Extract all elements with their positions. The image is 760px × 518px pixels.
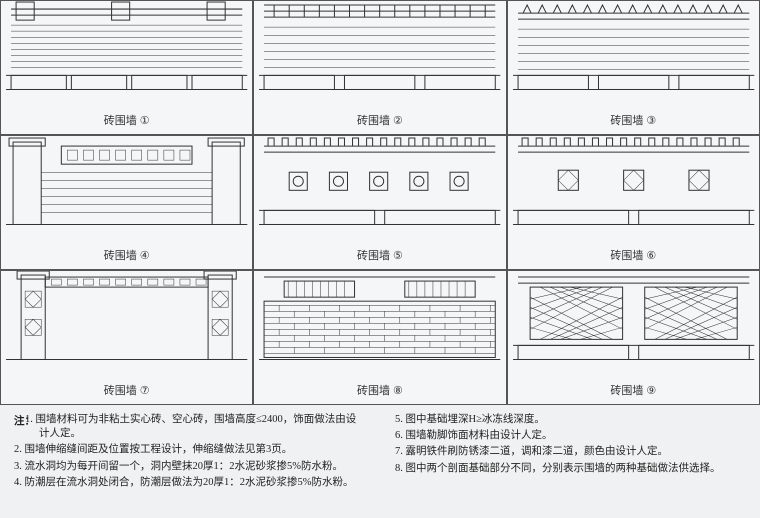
wall-cell-6: 砖围墙 ⑥: [507, 135, 760, 270]
wall-drawing-8: [254, 270, 505, 378]
wall-cell-5: 砖围墙 ⑤: [253, 135, 506, 270]
wall-cell-9: 砖围墙 ⑨: [507, 270, 760, 405]
wall-drawing-2: [254, 0, 505, 108]
wall-caption-3: 砖围墙 ③: [610, 108, 656, 134]
notes-right-column: 5. 图中基础埋深H≥冰冻线深度。 6. 围墙勒脚饰面材料由设计人定。 7. 露…: [395, 413, 746, 492]
wall-number: ①: [140, 114, 150, 127]
note-item: 3. 流水洞均为每开间留一个，洞内壁抹20厚1：2水泥砂浆掺5%防水粉。: [14, 460, 365, 474]
note-item: 2. 围墙伸缩缝间距及位置按工程设计，伸缩缝做法见第3页。: [14, 443, 365, 457]
wall-drawing-4: [1, 135, 252, 243]
wall-label: 砖围墙: [104, 112, 137, 128]
wall-label: 砖围墙: [357, 382, 390, 398]
wall-caption-9: 砖围墙 ⑨: [610, 378, 656, 404]
wall-caption-5: 砖围墙 ⑤: [357, 243, 403, 269]
wall-cell-8: 砖围墙 ⑧: [253, 270, 506, 405]
wall-cell-2: 砖围墙 ②: [253, 0, 506, 135]
wall-number: ⑧: [393, 384, 403, 397]
wall-caption-2: 砖围墙 ②: [357, 108, 403, 134]
wall-grid: 砖围墙 ①: [0, 0, 760, 405]
wall-label: 砖围墙: [357, 247, 390, 263]
wall-label: 砖围墙: [104, 247, 137, 263]
note-item: 7. 露明铁件刷防锈漆二道，调和漆二道，颜色由设计人定。: [395, 445, 746, 459]
note-item: 5. 图中基础埋深H≥冰冻线深度。: [395, 413, 746, 427]
wall-caption-6: 砖围墙 ⑥: [610, 243, 656, 269]
wall-cell-1: 砖围墙 ①: [0, 0, 253, 135]
wall-caption-4: 砖围墙 ④: [104, 243, 150, 269]
wall-cell-7: 砖围墙 ⑦: [0, 270, 253, 405]
notes-left-list: 1. 围墙材料可为非粘土实心砖、空心砖，围墙高度≤2400，饰面做法由设计人定。…: [14, 413, 365, 490]
wall-number: ⑨: [646, 384, 656, 397]
wall-label: 砖围墙: [610, 112, 643, 128]
wall-number: ⑦: [140, 384, 150, 397]
wall-label: 砖围墙: [610, 382, 643, 398]
drawing-sheet: 砖围墙 ①: [0, 0, 760, 518]
wall-caption-8: 砖围墙 ⑧: [357, 378, 403, 404]
notes-left-column: 注： 1. 围墙材料可为非粘土实心砖、空心砖，围墙高度≤2400，饰面做法由设计…: [14, 413, 365, 492]
wall-drawing-6: [508, 135, 759, 243]
wall-caption-7: 砖围墙 ⑦: [104, 378, 150, 404]
note-item: 1. 围墙材料可为非粘土实心砖、空心砖，围墙高度≤2400，饰面做法由设计人定。: [14, 413, 365, 441]
notes-right-list: 5. 图中基础埋深H≥冰冻线深度。 6. 围墙勒脚饰面材料由设计人定。 7. 露…: [395, 413, 746, 476]
notes-section: 注： 1. 围墙材料可为非粘土实心砖、空心砖，围墙高度≤2400，饰面做法由设计…: [0, 405, 760, 492]
wall-drawing-7: [1, 270, 252, 378]
wall-number: ⑥: [646, 249, 656, 262]
wall-label: 砖围墙: [357, 112, 390, 128]
wall-cell-3: 砖围墙 ③: [507, 0, 760, 135]
wall-number: ④: [140, 249, 150, 262]
wall-drawing-5: [254, 135, 505, 243]
wall-label: 砖围墙: [610, 247, 643, 263]
wall-drawing-1: [1, 0, 252, 108]
wall-caption-1: 砖围墙 ①: [104, 108, 150, 134]
wall-drawing-3: [508, 0, 759, 108]
wall-label: 砖围墙: [104, 382, 137, 398]
wall-cell-4: 砖围墙 ④: [0, 135, 253, 270]
note-item: 8. 图中两个剖面基础部分不同，分别表示围墙的两种基础做法供选择。: [395, 462, 746, 476]
note-item: 4. 防潮层在流水洞处闭合，防潮层做法为20厚1：2水泥砂浆掺5%防水粉。: [14, 476, 365, 490]
wall-drawing-9: [508, 270, 759, 378]
wall-number: ③: [646, 114, 656, 127]
note-item: 6. 围墙勒脚饰面材料由设计人定。: [395, 429, 746, 443]
wall-number: ⑤: [393, 249, 403, 262]
wall-number: ②: [393, 114, 403, 127]
